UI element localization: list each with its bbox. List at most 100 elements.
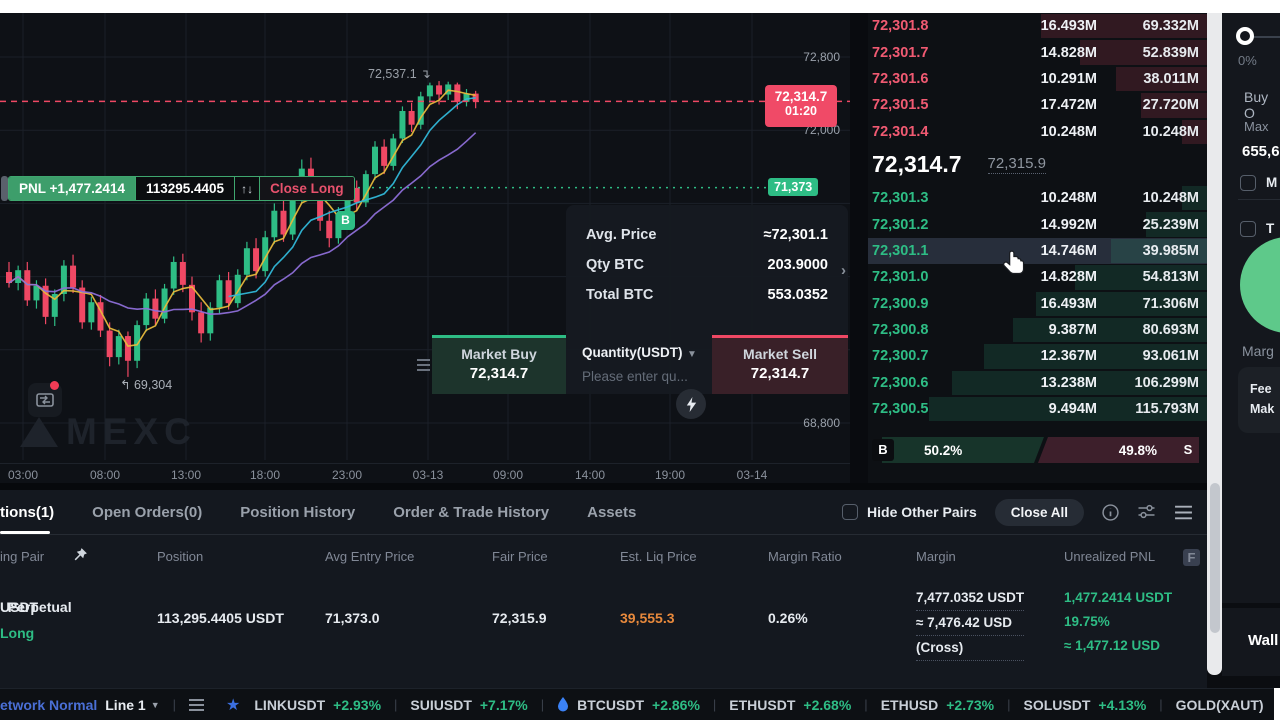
ticker-pair[interactable]: BTCUSDT	[577, 696, 645, 713]
ticker-pair[interactable]: ETHUSDT	[729, 696, 796, 713]
leverage-slider-knob[interactable]	[1236, 27, 1254, 45]
cumulative: 69.332M	[1142, 18, 1199, 35]
orderbook-row[interactable]: 72,301.0 14.828M 54.813M	[868, 264, 1207, 290]
orderbook-row[interactable]: 72,301.1 14.746M 39.985M	[868, 237, 1207, 265]
popup-value: 203.9000	[767, 257, 828, 273]
ticker-pair[interactable]: GOLD(XAUT)	[1175, 696, 1264, 713]
cumulative: 10.248M	[1142, 123, 1199, 140]
depth-bar	[1115, 66, 1207, 92]
ticker-change: +2.68%	[803, 696, 852, 713]
x-axis-tick: 03:00	[7, 468, 39, 482]
quantity-placeholder: Please enter qu...	[582, 369, 688, 384]
tab-position-history[interactable]: Position History	[240, 503, 356, 521]
quantity-input[interactable]: Quantity(USDT) ▼ Please enter qu...	[566, 335, 712, 394]
price[interactable]: 72,300.9	[872, 295, 929, 312]
ticker-pair[interactable]: SOLUSDT	[1023, 696, 1091, 713]
orderbook-row[interactable]: 72,301.2 14.992M 25.239M	[868, 211, 1207, 237]
divider	[1238, 199, 1280, 200]
wallet-label: Wall	[1248, 632, 1279, 649]
depth-bar	[951, 370, 1207, 396]
x-axis-tick: 03-14	[736, 468, 768, 482]
orderbook-row[interactable]: 72,301.4 10.248M 10.248M	[868, 119, 1207, 145]
page-scrollbar[interactable]	[1207, 13, 1222, 675]
candlestick-chart[interactable]: 03:00 08:00 13:00 18:00 23:00 03-13 09:00 14:00…	[0, 13, 850, 483]
price[interactable]: 72,300.8	[872, 322, 929, 339]
market-buy-button[interactable]: Market Buy 72,314.7	[432, 335, 566, 394]
price[interactable]: 72,301.0	[872, 269, 929, 286]
tab-assets[interactable]: Assets	[587, 503, 637, 521]
hide-other-pairs-checkbox[interactable]: Hide Other Pairs	[842, 504, 977, 520]
orderbook-row[interactable]: 72,300.5 9.494M 115.793M	[868, 396, 1207, 422]
cumulative: 80.693M	[1142, 322, 1199, 339]
price[interactable]: 72,301.5	[872, 97, 929, 114]
pnl-tag-drag-handle[interactable]	[1, 176, 8, 201]
reverse-position-icon[interactable]: ↑↓	[234, 177, 261, 200]
price[interactable]: 72,301.3	[872, 190, 929, 207]
chevron-down-icon[interactable]: ▼	[150, 699, 160, 710]
buy-order-marker[interactable]: B	[336, 211, 355, 230]
tab-open-orders[interactable]: Open Orders(0)	[92, 503, 203, 521]
positions-panel: tions(1) Open Orders(0) Position History…	[0, 490, 1214, 720]
price[interactable]: 72,300.7	[872, 348, 929, 365]
price[interactable]: 72,301.7	[872, 44, 929, 61]
index-price[interactable]: 72,315.9	[987, 155, 1046, 175]
ticker-change: +7.17%	[479, 696, 528, 713]
depth-bar	[1013, 317, 1207, 343]
margin-value[interactable]: 7,477.0352 USDT ≈ 7,476.42 USD (Cross)	[916, 586, 1025, 661]
line-selector[interactable]: Line 1	[105, 696, 146, 713]
checkbox[interactable]	[1240, 221, 1256, 237]
filter-settings-icon[interactable]	[1137, 504, 1156, 520]
cumulative: 93.061M	[1142, 348, 1199, 365]
popup-label: Avg. Price	[586, 227, 657, 243]
last-traded-price[interactable]: 72,314.7	[872, 151, 962, 178]
checkbox[interactable]	[1240, 175, 1256, 191]
col-unrealized-pnl: Unrealized PNL	[1064, 549, 1156, 564]
orderbook-row[interactable]: 72,301.6 10.291M 38.011M	[868, 66, 1207, 92]
flash-order-button[interactable]	[676, 389, 706, 419]
favorites-star-icon[interactable]: ★	[226, 696, 241, 714]
chevron-right-icon[interactable]: ›	[841, 262, 846, 279]
leverage-slider-track[interactable]	[1252, 36, 1280, 38]
orderbook-row[interactable]: 72,300.8 9.387M 80.693M	[868, 317, 1207, 343]
price[interactable]: 72,300.6	[872, 374, 929, 391]
panel-drag-handle[interactable]	[417, 356, 430, 374]
orderbook-row[interactable]: 72,301.3 10.248M 10.248M	[868, 185, 1207, 211]
orderbook-row[interactable]: 72,301.7 14.828M 52.839M	[868, 39, 1207, 65]
price[interactable]: 72,301.6	[872, 70, 929, 87]
position-pnl-tag[interactable]: PNL +1,477.2414 113295.4405 ↑↓ Close Lon…	[8, 176, 355, 201]
positions-tabs: tions(1) Open Orders(0) Position History…	[0, 490, 1207, 535]
divider: |	[864, 697, 868, 712]
orderbook-row[interactable]: 72,300.7 12.367M 93.061M	[868, 343, 1207, 369]
scrollbar-thumb[interactable]	[1209, 483, 1220, 633]
orderbook-row[interactable]: 72,300.9 16.493M 71.306M	[868, 291, 1207, 317]
checkbox[interactable]	[842, 504, 859, 520]
tab-order-trade-history[interactable]: Order & Trade History	[393, 503, 550, 521]
price[interactable]: 72,301.4	[872, 123, 929, 140]
price[interactable]: 72,300.5	[872, 401, 929, 418]
liq-price-value: 39,555.3	[620, 610, 675, 626]
open-long-button[interactable]	[1240, 237, 1280, 333]
market-sell-button[interactable]: Market Sell 72,314.7	[712, 335, 848, 394]
position-row[interactable]: USDT Perpetual Long 113,295.4405 USDT 71…	[0, 577, 1214, 720]
price[interactable]: 72,301.2	[872, 216, 929, 233]
depth-bar	[1075, 265, 1207, 290]
ticker-pair[interactable]: LINKUSDT	[254, 696, 326, 713]
pnl-f-badge[interactable]: F	[1183, 549, 1200, 566]
ticker-pair[interactable]: SUIUSDT	[410, 696, 472, 713]
chevron-down-icon[interactable]: ▼	[686, 349, 697, 360]
close-all-button[interactable]: Close All	[994, 498, 1084, 526]
pin-icon[interactable]	[73, 547, 88, 563]
tab-positions[interactable]: tions(1)	[0, 503, 55, 534]
price[interactable]: 72,301.8	[872, 18, 929, 35]
price[interactable]: 72,301.1	[872, 242, 929, 259]
ticker-menu-icon[interactable]	[189, 698, 205, 711]
menu-icon[interactable]	[1174, 505, 1193, 520]
orderbook-row[interactable]: 72,300.6 13.238M 106.299M	[868, 370, 1207, 396]
network-status[interactable]: etwork Normal	[0, 696, 98, 713]
info-icon[interactable]	[1102, 503, 1119, 521]
orderbook-row[interactable]: 72,301.8 16.493M 69.332M	[868, 13, 1207, 39]
close-long-button[interactable]: Close Long	[260, 177, 354, 200]
ticker-pair[interactable]: ETHUSD	[880, 696, 939, 713]
orderbook-row[interactable]: 72,301.5 17.472M 27.720M	[868, 92, 1207, 118]
notification-dot	[50, 381, 59, 390]
